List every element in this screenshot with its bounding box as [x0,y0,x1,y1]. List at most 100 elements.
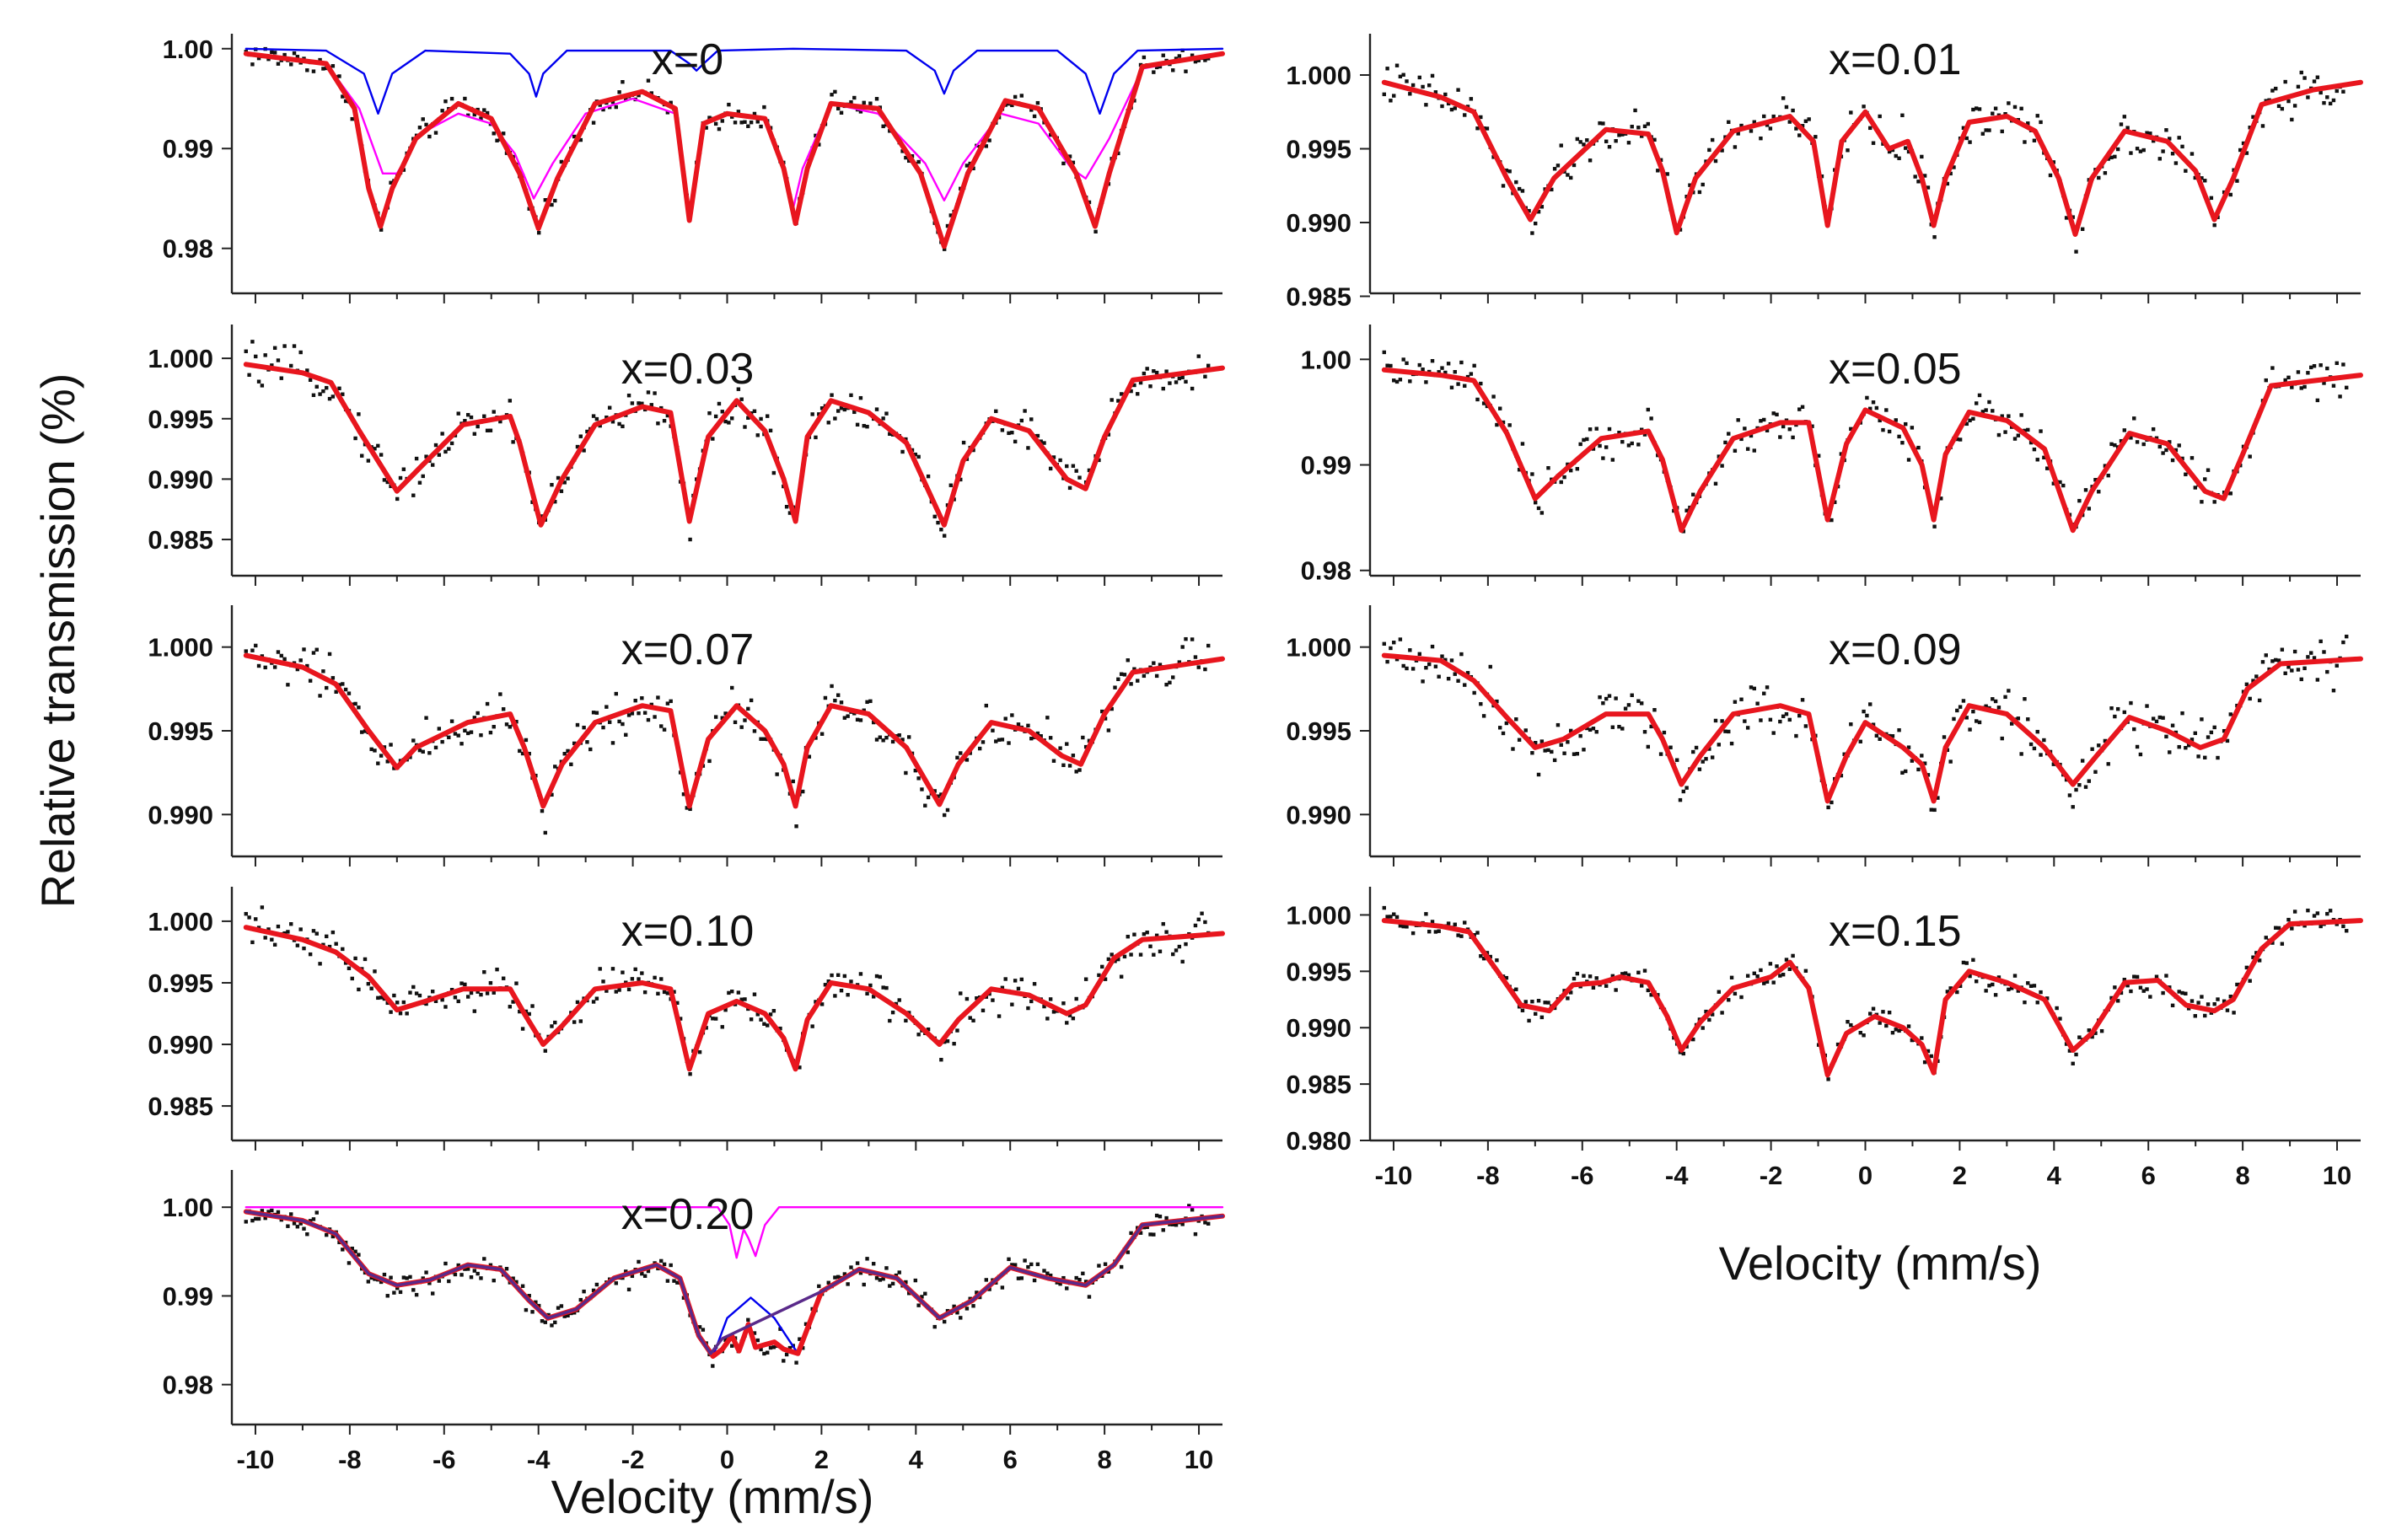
data-point [637,1259,641,1264]
data-point [1437,370,1441,374]
data-point [2074,250,2078,254]
data-point [662,990,667,995]
data-point [1607,427,1612,432]
data-point [688,807,692,812]
data-point [314,384,319,389]
data-point [646,390,651,394]
data-point [1720,464,1724,468]
x-tick-label: 8 [1097,1445,1111,1474]
y-tick-label: 0.98 [163,1371,213,1400]
data-point [2292,649,2297,654]
data-point [443,99,448,104]
data-point [1421,679,1425,684]
data-point [2341,640,2345,645]
data-point [977,746,982,751]
data-point [1900,113,1905,117]
data-point [417,993,422,998]
data-point [942,813,947,818]
data-point [2306,655,2310,659]
data-point [868,983,873,988]
data-point [858,718,863,722]
data-point [1171,1222,1175,1226]
data-point [2115,706,2120,711]
data-point [1955,708,1959,713]
data-point [1991,697,1995,701]
data-point [1739,995,1744,1000]
data-point [263,665,267,670]
data-point [1626,443,1631,448]
data-point [782,1359,786,1363]
data-point [289,922,293,926]
data-point [1421,84,1425,89]
data-point [2318,90,2323,95]
data-point [421,1276,425,1280]
data-point [2341,924,2345,929]
data-point [405,1276,409,1280]
data-point [1203,374,1207,378]
data-point [250,648,255,652]
data-point [389,743,393,747]
data-point [2270,89,2275,93]
data-point [244,911,248,916]
data-point [398,1011,403,1016]
data-point [2055,1006,2059,1011]
data-point [1456,382,1460,386]
data-point [768,1345,773,1350]
data-point [1382,92,1386,97]
data-point [1803,969,1808,974]
data-point [1148,944,1153,948]
data-point [1658,752,1663,756]
data-point [604,705,609,709]
data-point [1871,400,1876,405]
data-point [1142,55,1147,60]
data-point [302,946,306,951]
data-point [1116,957,1120,962]
data-point [1158,949,1163,953]
data-point [1161,53,1165,57]
data-point [1463,683,1467,687]
data-point [1971,416,1975,421]
data-point [1142,673,1147,679]
x-tick-label: 4 [2047,1161,2062,1190]
data-point [465,731,470,736]
panel-title: x=0 [652,35,723,84]
data-point [1784,711,1789,716]
x-tick-label: -10 [1375,1161,1413,1190]
data-point [819,406,825,410]
data-point [637,93,641,98]
data-point [766,1023,770,1028]
data-point [630,977,635,981]
data-point [932,1324,937,1329]
data-point [610,741,615,745]
data-point [1161,1228,1165,1232]
data-point [646,1269,651,1274]
data-point [1129,682,1133,686]
data-point [1582,142,1586,147]
data-point [994,739,998,743]
data-point [2203,755,2207,759]
data-point [1029,1262,1034,1267]
data-point [1733,991,1738,996]
data-point [1048,736,1053,740]
data-point [746,416,750,420]
data-point [839,988,844,993]
data-point [530,1310,535,1314]
data-point [453,1272,458,1277]
data-point [401,1275,406,1280]
y-tick-label: 0.995 [1286,716,1351,746]
data-point [2135,744,2140,749]
x-tick-label: 6 [2141,1161,2156,1190]
data-point [794,1360,798,1365]
data-point [2077,783,2082,787]
data-point [823,983,828,987]
x-tick-label: -6 [433,1445,456,1474]
data-point [621,722,625,727]
data-point [302,647,306,652]
data-point [2296,370,2301,374]
data-point [566,1313,570,1317]
data-point [1074,469,1078,473]
data-point [2157,715,2162,720]
data-point [2129,700,2133,706]
x-tick-label: 10 [2323,1161,2351,1190]
